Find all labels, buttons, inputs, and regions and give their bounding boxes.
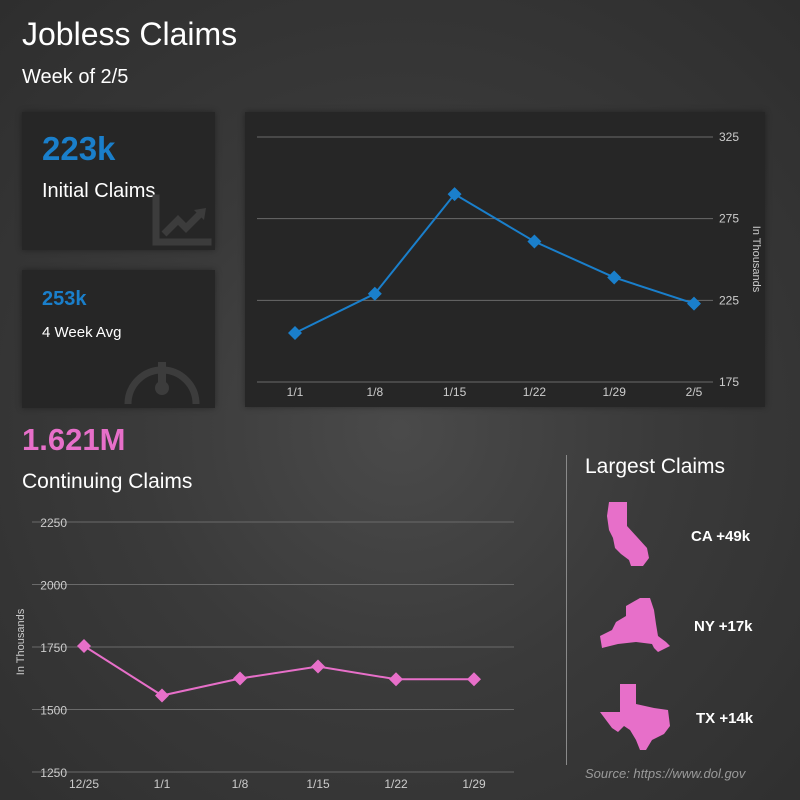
data-point (367, 286, 382, 301)
trending-up-chart-icon (152, 194, 212, 246)
data-point (77, 639, 91, 653)
texas-map-icon (600, 684, 670, 750)
continuing-claims-label: Continuing Claims (22, 470, 193, 493)
y-tick-label: 325 (719, 130, 739, 144)
x-tick-label: 1/8 (366, 385, 383, 399)
tx-claims-label: TX +14k (696, 710, 754, 727)
four-week-avg-value: 253k (42, 288, 87, 310)
ny-claims-label: NY +17k (694, 618, 753, 635)
section-divider (566, 455, 567, 765)
four-week-avg-label: 4 Week Avg (42, 324, 122, 341)
y-tick-label: 175 (719, 375, 739, 389)
ca-claims-label: CA +49k (691, 528, 751, 545)
x-tick-label: 1/22 (523, 385, 547, 399)
source-note: Source: https://www.dol.gov (585, 766, 746, 781)
largest-claims-item: CA +49k (595, 500, 750, 575)
initial-claims-chart: 175 225 275 325 1/1 1/8 1/15 1/22 1/29 2/5 In Thou… (245, 112, 765, 407)
initial-claims-card: 223k Initial Claims (22, 112, 215, 250)
x-tick-label: 1/1 (154, 777, 171, 791)
data-point (155, 688, 169, 703)
largest-claims-item: NY +17k (596, 596, 753, 661)
x-tick-label: 1/29 (603, 385, 627, 399)
y-tick-label: 2250 (40, 516, 67, 530)
data-point (389, 672, 403, 687)
initial-claims-label: Initial Claims (42, 180, 156, 202)
page-title: Jobless Claims (22, 16, 238, 52)
x-tick-label: 1/15 (443, 385, 467, 399)
four-week-avg-card: 253k 4 Week Avg (22, 270, 215, 408)
data-point (607, 270, 622, 285)
x-tick-label: 1/1 (287, 385, 304, 399)
california-map-icon (607, 502, 649, 566)
continuing-claims-chart: 1250 1500 1750 2000 2250 12/25 1/1 1/8 1/15 1/22 1… (15, 516, 514, 791)
data-point (447, 187, 462, 202)
data-point (288, 326, 302, 340)
x-tick-label: 1/8 (232, 777, 249, 791)
new-york-map-icon (600, 598, 670, 652)
gauge-icon (124, 362, 200, 405)
data-point (687, 296, 701, 311)
page-subtitle: Week of 2/5 (22, 66, 129, 88)
series-line (83, 645, 474, 697)
data-point (233, 671, 247, 686)
data-point (311, 659, 325, 674)
data-point (527, 234, 542, 249)
continuing-claims-value: 1.621M (22, 422, 126, 457)
y-axis-label: In Thousands (750, 226, 762, 293)
y-tick-label: 275 (719, 212, 739, 226)
x-tick-label: 12/25 (69, 777, 99, 791)
y-tick-label: 1250 (40, 766, 67, 780)
y-tick-label: 225 (719, 293, 739, 307)
x-tick-label: 1/29 (462, 777, 486, 791)
initial-claims-plot: 175 225 275 325 1/1 1/8 1/15 1/22 1/29 2/5 In Thou… (257, 130, 762, 399)
y-tick-label: 1750 (40, 641, 67, 655)
y-tick-label: 2000 (40, 579, 67, 593)
series-line (294, 192, 695, 334)
y-axis-label: In Thousands (15, 608, 27, 675)
y-tick-label: 1500 (40, 704, 67, 718)
largest-claims-item: TX +14k (598, 682, 753, 757)
x-tick-label: 2/5 (686, 385, 703, 399)
largest-claims-title: Largest Claims (585, 455, 726, 478)
x-tick-label: 1/15 (306, 777, 330, 791)
x-tick-label: 1/22 (384, 777, 408, 791)
data-point (467, 672, 481, 687)
initial-claims-value: 223k (42, 130, 116, 167)
